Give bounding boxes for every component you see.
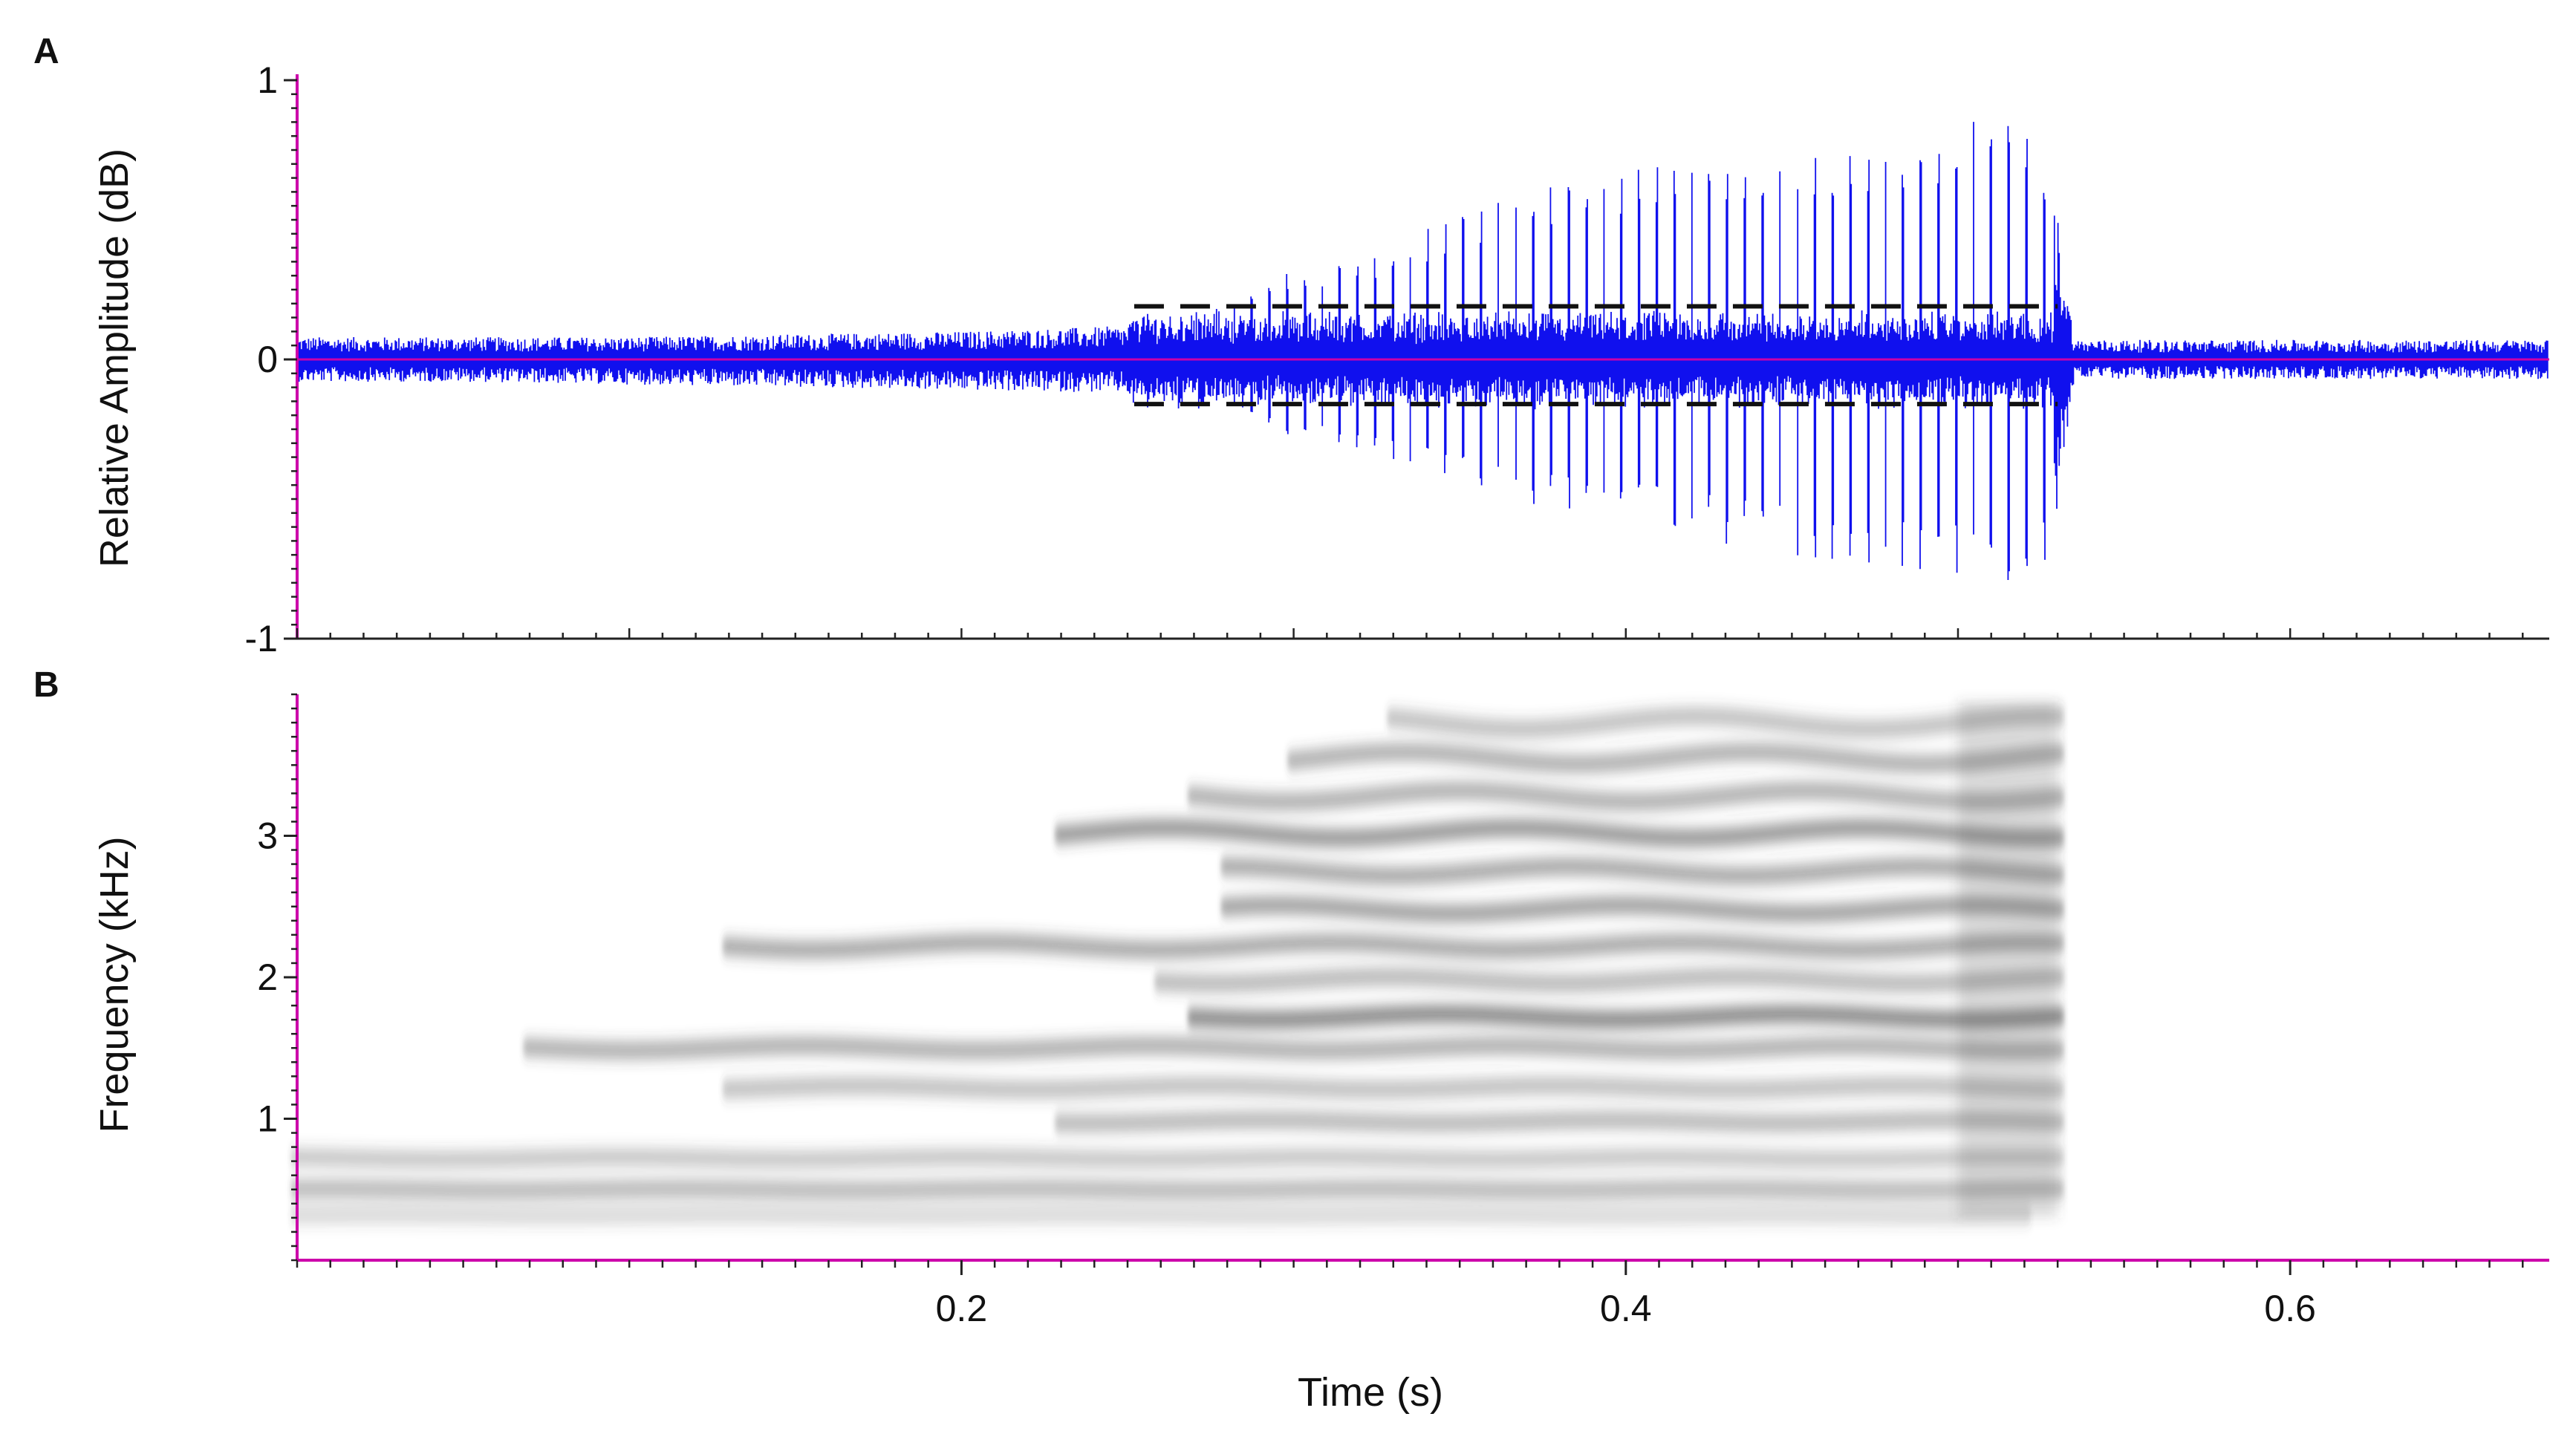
- y-tick-label: 2: [257, 956, 278, 998]
- harmonic-band: [721, 1078, 2066, 1098]
- spectrogram-y-axis-title: Frequency (kHz): [92, 836, 137, 1132]
- harmonic-band: [1220, 897, 2066, 922]
- harmonic-band: [1053, 1112, 2066, 1131]
- waveform-y-minor-ticks: [291, 79, 297, 640]
- harmonic-band: [1053, 820, 2066, 846]
- waveform-y-ticks: 1 0 -1: [245, 59, 297, 659]
- harmonic-band: [1153, 969, 2066, 991]
- harmonic-band: [1385, 708, 2066, 737]
- spectrogram-panel: 1 2 3 0.2 0.4 0.6 Frequency (kHz): [92, 693, 2549, 1329]
- waveform-trace: [297, 122, 2549, 580]
- amplitude-threshold-lines: [1133, 304, 2058, 407]
- y-tick-label: 3: [257, 815, 278, 857]
- harmonic-band: [1220, 858, 2066, 884]
- y-tick-label: 1: [257, 1098, 278, 1140]
- time-x-ticks: 0.2 0.4 0.6: [936, 1260, 2316, 1329]
- harmonic-bands: [290, 708, 2066, 1223]
- x-tick-label: 0.6: [2264, 1288, 2316, 1329]
- spectrogram-x-minor-ticks: [296, 1260, 2524, 1268]
- spectrogram-y-ticks: 1 2 3: [257, 815, 297, 1140]
- panel-b-label: B: [33, 665, 59, 705]
- waveform-y-axis-title: Relative Amplitude (dB): [92, 149, 137, 567]
- waveform-panel: 1 0 -1 Relative Amplitude (dB): [92, 59, 2549, 659]
- x-tick-label: 0.2: [936, 1288, 988, 1329]
- harmonic-band: [1186, 783, 2066, 809]
- y-tick-label: 0: [257, 339, 278, 380]
- panel-a-label: A: [33, 32, 59, 71]
- harmonic-band: [1286, 744, 2066, 772]
- harmonic-band: [290, 1207, 2032, 1223]
- x-axis-title: Time (s): [1298, 1370, 1443, 1415]
- y-tick-label: 1: [257, 59, 278, 101]
- broadband-burst: [1957, 701, 2058, 1218]
- harmonic-band: [290, 1181, 2066, 1198]
- x-tick-label: 0.4: [1600, 1288, 1652, 1329]
- harmonic-band: [1186, 1006, 2066, 1028]
- harmonic-band: [522, 1037, 2066, 1058]
- waveform-x-minor-ticks: [296, 628, 2524, 639]
- y-tick-label: -1: [245, 618, 278, 659]
- spectrogram-image: [290, 701, 2066, 1223]
- harmonic-band: [721, 934, 2066, 958]
- harmonic-band: [290, 1150, 2066, 1167]
- waveform-path: [297, 122, 2549, 580]
